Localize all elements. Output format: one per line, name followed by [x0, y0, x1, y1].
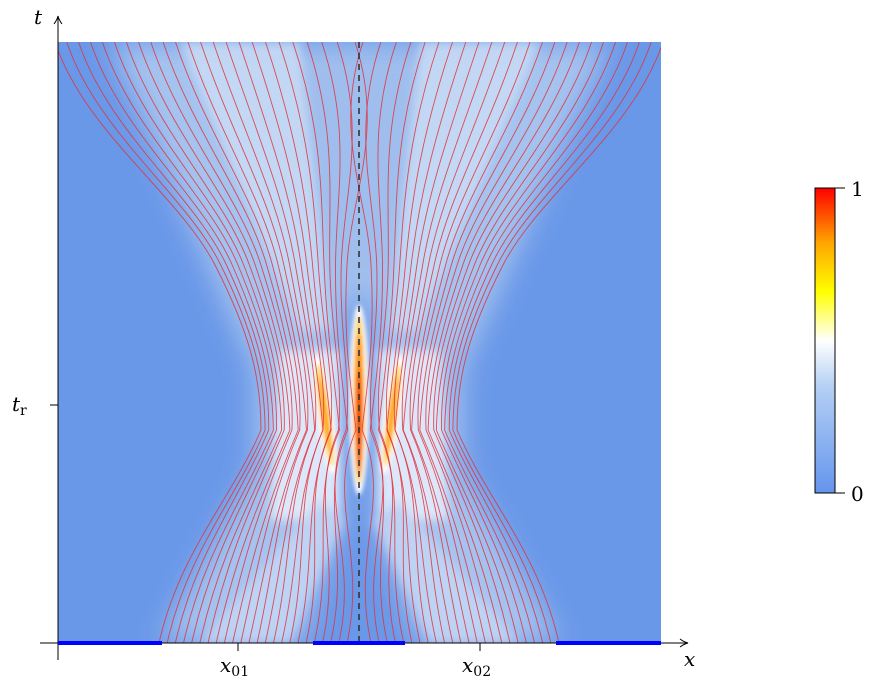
trajectory-lines: [58, 42, 661, 643]
density-map: [58, 42, 661, 643]
colorbar: 1 0: [814, 177, 864, 506]
trajectory-line: [334, 42, 353, 643]
trajectory-line: [126, 42, 285, 643]
x-axis-arrow: [679, 638, 689, 648]
trajectory-line: [292, 42, 340, 643]
trajectory-line: [265, 42, 332, 643]
t-tick-label: tr: [12, 392, 27, 419]
trajectory-line: [212, 42, 316, 643]
trajectory-line: [58, 48, 262, 643]
trajectory-line: [456, 46, 661, 643]
trajectory-line: [386, 42, 453, 643]
trajectory-line: [162, 42, 299, 643]
t-axis-arrow: [53, 15, 63, 25]
trajectory-line: [369, 42, 397, 643]
trajectory-line: [344, 42, 368, 643]
trajectory-line: [393, 42, 467, 643]
trajectory-line: [448, 42, 640, 643]
x-tick-2-label: x02: [462, 653, 491, 680]
colorbar-gradient: [814, 187, 836, 494]
trajectory-line: [441, 42, 617, 643]
trajectory-line: [427, 42, 580, 643]
colorbar-min-label: 0: [851, 482, 864, 506]
trajectory-line: [419, 42, 556, 643]
trajectory-line: [425, 42, 568, 643]
trajectory-line: [150, 42, 293, 643]
trajectory-line: [385, 42, 440, 643]
trajectory-line: [435, 42, 605, 643]
trajectory-line: [101, 42, 277, 643]
trajectory-line: [138, 42, 291, 643]
trajectory-line: [200, 42, 309, 643]
trajectory-line: [113, 42, 283, 643]
trajectory-line: [378, 42, 426, 643]
trajectory-line: [238, 42, 324, 643]
trajectory-line: [66, 42, 266, 643]
trajectory-line: [350, 42, 374, 643]
trajectory-line: [444, 42, 628, 643]
trajectory-line: [394, 42, 480, 643]
trajectory-line: [401, 42, 493, 643]
trajectory-line: [321, 42, 349, 643]
trajectory-line: [452, 42, 652, 643]
trajectory-line: [90, 42, 274, 643]
trajectory-line: [78, 42, 270, 643]
x-axis-label: x: [684, 647, 695, 671]
x-tick-1-label: x01: [220, 653, 249, 680]
trajectory-line: [187, 42, 307, 643]
trajectory-line: [411, 42, 531, 643]
trajectory-line: [306, 42, 341, 643]
trajectory-line: [433, 42, 592, 643]
trajectory-line: [402, 42, 506, 643]
trajectory-line: [278, 42, 333, 643]
trajectory-line: [417, 42, 543, 643]
t-axis-label: t: [34, 5, 43, 29]
trajectory-line: [365, 42, 384, 643]
colorbar-max-label: 1: [851, 177, 864, 201]
trajectory-line: [225, 42, 317, 643]
trajectory-line: [251, 42, 325, 643]
trajectory-line: [409, 42, 518, 643]
trajectory-line: [377, 42, 412, 643]
trajectory-line: [175, 42, 301, 643]
